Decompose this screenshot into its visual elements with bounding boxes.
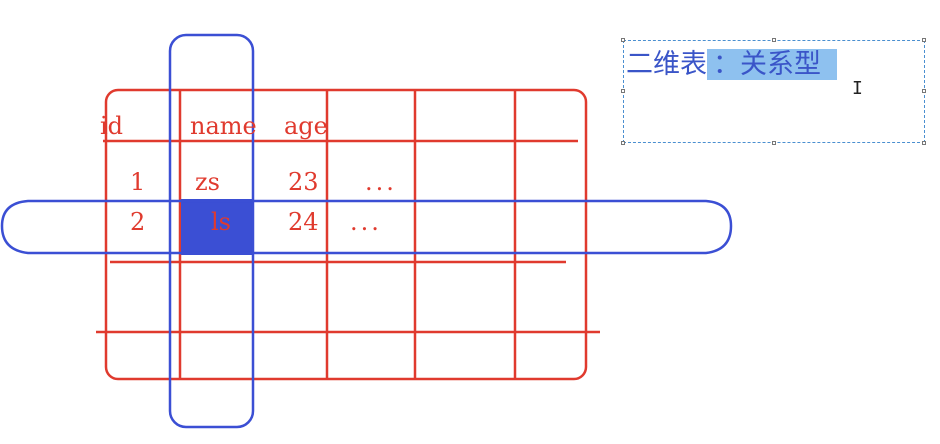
resize-handle[interactable] — [922, 38, 926, 42]
text-box-prefix: 二维表 — [626, 49, 707, 80]
cell-row1-id: 1 — [130, 168, 146, 196]
header-name: name — [190, 112, 257, 140]
resize-handle[interactable] — [922, 141, 926, 145]
resize-handle[interactable] — [621, 89, 625, 93]
resize-handle[interactable] — [922, 89, 926, 93]
cell-row1-age: 23 — [288, 168, 319, 196]
header-id: id — [100, 112, 124, 140]
cell-row1-more: ... — [365, 168, 397, 196]
resize-handle[interactable] — [621, 141, 625, 145]
cell-row1-name: zs — [195, 168, 220, 196]
cell-row2-id: 2 — [130, 208, 146, 236]
text-box-content[interactable]: 二维表 ：关系型 — [626, 48, 837, 82]
text-selection: ：关系型 — [707, 49, 837, 80]
cell-row2-more: ... — [350, 208, 382, 236]
cell-row2-name: ls — [211, 208, 231, 236]
resize-handle[interactable] — [621, 38, 625, 42]
header-age: age — [284, 112, 328, 140]
resize-handle[interactable] — [772, 141, 776, 145]
cell-row2-age: 24 — [288, 208, 319, 236]
resize-handle[interactable] — [772, 38, 776, 42]
ibeam-cursor-icon: I — [852, 78, 863, 99]
